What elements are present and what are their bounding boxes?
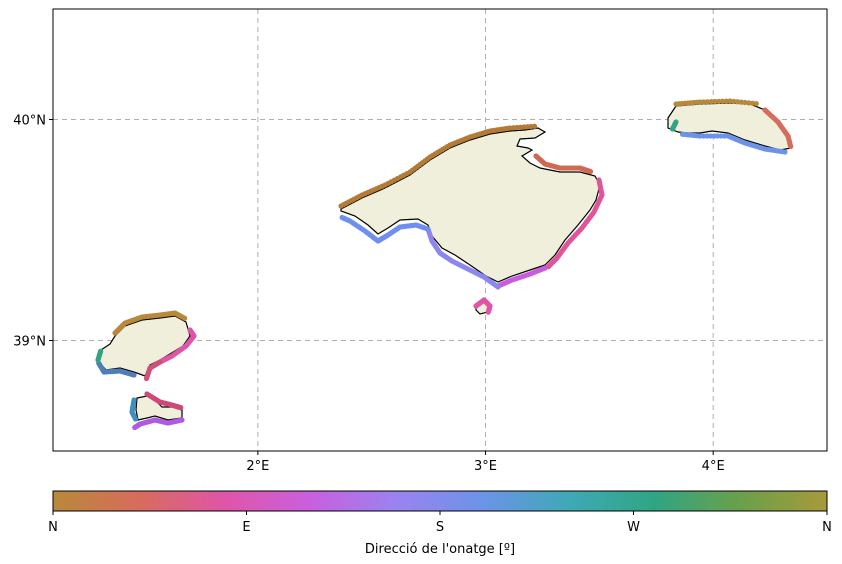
wave-point: [749, 100, 756, 106]
wave-point: [182, 315, 188, 321]
lon-tick-label: 2°E: [246, 459, 269, 474]
wave-point: [746, 100, 752, 106]
lon-tick-label: 4°E: [702, 459, 725, 474]
wave-point: [98, 348, 104, 354]
wave-point: [731, 98, 737, 104]
wave-point: [339, 214, 345, 221]
wave-point: [701, 99, 707, 105]
wave-point: [704, 99, 711, 105]
wave-point: [742, 99, 748, 106]
wave-point: [753, 101, 759, 107]
wave-point: [669, 126, 676, 132]
colorbar-tick-label: W: [627, 520, 640, 535]
colorbar-tick-label: N: [48, 520, 58, 535]
lon-tick-label: 3°E: [474, 459, 497, 474]
wave-point: [712, 98, 718, 105]
wave-point: [178, 405, 184, 411]
lat-tick-label: 40°N: [13, 114, 46, 129]
wave-point: [734, 99, 741, 105]
wave-point: [485, 309, 491, 315]
wave-point: [679, 131, 686, 137]
colorbar-tick-label: S: [436, 520, 444, 535]
wave-point: [719, 98, 726, 104]
wave-point: [716, 98, 722, 104]
wave-point: [132, 416, 139, 422]
wave-point: [697, 99, 703, 105]
wave-point: [788, 143, 794, 150]
wave-point: [727, 98, 733, 104]
wave-point: [708, 99, 714, 105]
wave-point: [587, 168, 594, 175]
colorbar: [52, 490, 828, 512]
wave-point: [143, 375, 150, 382]
colorbar-label: Direcció de l'onatge [º]: [365, 542, 515, 557]
lat-tick-label: 39°N: [13, 335, 46, 350]
wave-point: [132, 424, 138, 431]
wave-direction-points: [95, 98, 794, 431]
colorbar-tick-label: N: [822, 520, 832, 535]
wave-point: [738, 99, 744, 105]
wave-point: [531, 123, 538, 129]
colorbar-tick-label: E: [242, 520, 250, 535]
map-content: [95, 98, 794, 431]
axis-ticks: 2°E 3°E 4°E 40°N 39°N: [13, 114, 724, 475]
map-frame: [52, 8, 828, 452]
wave-point: [723, 98, 729, 104]
